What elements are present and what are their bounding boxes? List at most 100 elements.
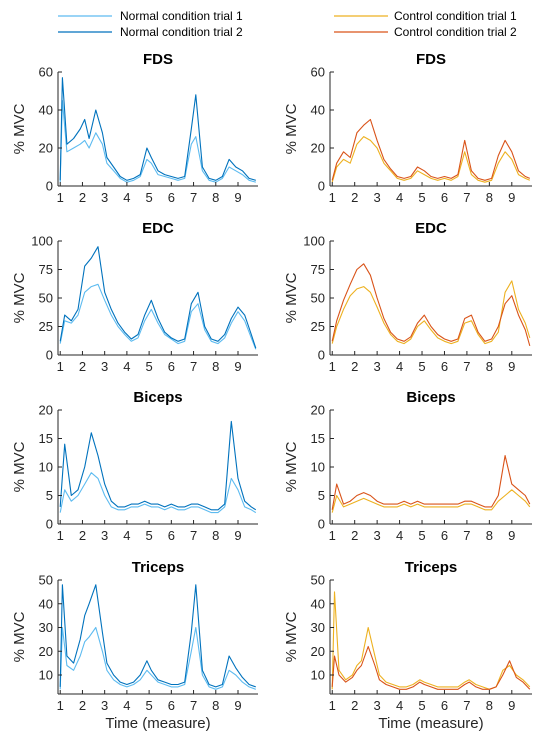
y-tick-label-edc-normal: 75 [39,262,53,277]
x-tick-label-edc-normal: 6 [168,359,175,374]
series-line-triceps-control-trial-1 [331,591,531,690]
y-tick-label-fds-control: 60 [311,65,325,80]
series-line-edc-control-trial-1 [331,280,531,345]
x-tick-label-fds-normal: 4 [123,190,130,205]
y-tick-label-fds-normal: 0 [46,179,53,194]
x-tick-label-edc-normal: 3 [101,359,108,374]
x-tick-label-triceps-control: 9 [508,698,515,713]
panel-fds-normal: FDS 0 20 40 60 1 2 3 4 5 6 7 8 9 % MVC [11,51,258,205]
panel-title-biceps-normal: Biceps [133,389,182,406]
y-tick-label-triceps-normal: 20 [39,644,53,659]
x-tick-label-edc-control: 2 [351,359,358,374]
x-tick-label-edc-normal: 9 [234,359,241,374]
x-tick-label-fds-normal: 2 [79,190,86,205]
panel-title-edc-control: EDC [415,220,447,237]
y-axis-label-biceps-control: % MVC [283,441,300,492]
y-axis-label-fds-normal: % MVC [11,103,28,154]
x-tick-label-fds-normal: 1 [57,190,64,205]
y-tick-label-triceps-normal: 30 [39,620,53,635]
y-axis-label-biceps-normal: % MVC [11,441,28,492]
x-tick-label-fds-normal: 7 [190,190,197,205]
panel-title-fds-normal: FDS [143,51,173,68]
series-line-edc-control-trial-2 [331,263,531,347]
y-tick-label-biceps-control: 0 [318,517,325,532]
x-tick-label-triceps-normal: 8 [212,698,219,713]
y-tick-label-biceps-normal: 20 [39,403,53,418]
x-tick-label-biceps-control: 8 [486,528,493,543]
y-tick-label-fds-control: 40 [311,103,325,118]
y-tick-label-fds-normal: 60 [39,65,53,80]
y-tick-label-triceps-control: 50 [311,573,325,588]
x-tick-label-biceps-normal: 4 [123,528,130,543]
x-tick-label-biceps-normal: 1 [57,528,64,543]
x-tick-label-triceps-control: 8 [486,698,493,713]
x-axis-label-triceps-control: Time (measure) [378,715,483,732]
x-tick-label-fds-normal: 6 [168,190,175,205]
y-tick-label-edc-normal: 100 [31,234,53,249]
y-tick-label-biceps-control: 15 [311,431,325,446]
legend-control: Control condition trial 1 Control condit… [334,9,517,39]
x-tick-label-edc-normal: 4 [123,359,130,374]
x-tick-label-biceps-control: 6 [441,528,448,543]
legend-label-control-trial-1: Control condition trial 1 [394,9,517,23]
y-tick-label-triceps-control: 30 [311,620,325,635]
y-tick-label-edc-control: 50 [311,291,325,306]
x-tick-label-biceps-control: 9 [508,528,515,543]
x-tick-label-edc-normal: 1 [57,359,64,374]
x-tick-label-edc-control: 5 [418,359,425,374]
x-tick-label-fds-control: 9 [508,190,515,205]
y-tick-label-triceps-control: 10 [311,668,325,683]
y-tick-label-fds-normal: 20 [39,141,53,156]
panel-title-fds-control: FDS [416,51,446,68]
y-tick-label-edc-control: 100 [303,234,325,249]
y-tick-label-triceps-control: 20 [311,644,325,659]
x-tick-label-biceps-normal: 8 [212,528,219,543]
x-tick-label-fds-control: 8 [486,190,493,205]
y-tick-label-edc-control: 0 [318,348,325,363]
legend-label-control-trial-2: Control condition trial 2 [394,25,517,39]
series-line-triceps-control-trial-2 [331,645,531,690]
x-tick-label-triceps-normal: 3 [101,698,108,713]
x-tick-label-triceps-normal: 7 [190,698,197,713]
x-tick-label-fds-control: 6 [441,190,448,205]
y-axis-label-triceps-normal: % MVC [11,611,28,662]
panel-triceps-control: Triceps 10 20 30 40 50 1 2 3 4 5 6 7 8 9 % MVC Time (mea… [283,559,532,732]
x-tick-label-fds-normal: 5 [145,190,152,205]
x-tick-label-triceps-control: 4 [396,698,403,713]
x-tick-label-fds-control: 3 [374,190,381,205]
y-tick-label-edc-control: 75 [311,262,325,277]
x-tick-label-biceps-control: 4 [396,528,403,543]
series-line-triceps-normal-trial-1 [59,626,256,690]
y-tick-label-biceps-normal: 15 [39,431,53,446]
y-tick-label-edc-normal: 25 [39,319,53,334]
panel-title-edc-normal: EDC [142,220,174,237]
x-tick-label-biceps-normal: 9 [234,528,241,543]
x-tick-label-triceps-control: 6 [441,698,448,713]
x-tick-label-triceps-control: 7 [463,698,470,713]
x-tick-label-edc-control: 8 [486,359,493,374]
x-tick-label-triceps-normal: 4 [123,698,130,713]
x-tick-label-fds-normal: 3 [101,190,108,205]
y-tick-label-biceps-normal: 5 [46,488,53,503]
legend-normal: Normal condition trial 1 Normal conditio… [58,9,243,39]
x-tick-label-biceps-control: 2 [351,528,358,543]
x-axis-label-triceps-normal: Time (measure) [105,715,210,732]
series-line-biceps-control-trial-1 [331,489,531,513]
x-tick-label-edc-normal: 8 [212,359,219,374]
x-tick-label-triceps-control: 1 [329,698,336,713]
x-tick-label-triceps-normal: 9 [234,698,241,713]
y-tick-label-triceps-normal: 40 [39,596,53,611]
x-tick-label-fds-control: 4 [396,190,403,205]
series-line-edc-normal-trial-1 [59,283,257,350]
panel-edc-control: EDC 0 25 50 75 100 1 2 3 4 5 6 7 8 9 % MVC [283,220,532,374]
y-axis-label-triceps-control: % MVC [283,611,300,662]
panel-edc-normal: EDC 0 25 50 75 100 1 2 3 4 5 6 7 8 9 % MVC [11,220,258,374]
series-line-triceps-normal-trial-2 [59,584,256,688]
x-tick-label-edc-control: 4 [396,359,403,374]
panel-title-biceps-control: Biceps [406,389,455,406]
y-tick-label-fds-normal: 40 [39,103,53,118]
